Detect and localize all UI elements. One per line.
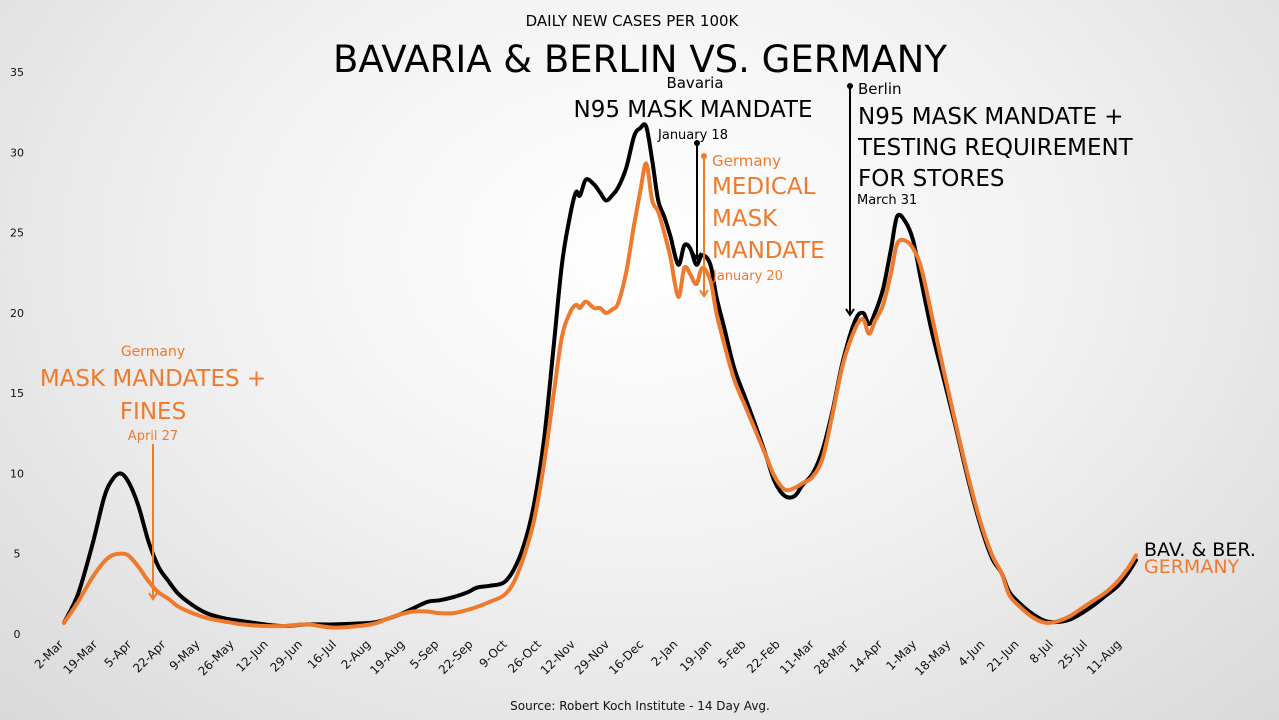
x-tick-label: 19-Aug xyxy=(367,637,407,677)
annotation-date: January 20 xyxy=(712,269,783,284)
annotation-dot xyxy=(694,140,700,146)
annotation-arrowhead xyxy=(699,289,709,298)
annotation-headline: MASK MANDATES + xyxy=(40,366,266,392)
x-tick-label: 16-Jul xyxy=(305,637,339,671)
annotation-region: Germany xyxy=(121,344,185,360)
annotation-1: Bavaria N95 MASK MANDATE January 18 xyxy=(574,74,813,261)
annotation-3: Berlin N95 MASK MANDATE + TESTING REQUIREM… xyxy=(845,80,1134,317)
y-tick-label: 10 xyxy=(10,467,24,480)
annotation-region: Berlin xyxy=(858,80,902,98)
x-tick-label: 21-Jun xyxy=(984,637,1021,674)
chart-subtitle: DAILY NEW CASES PER 100K xyxy=(526,12,740,30)
annotation-dot xyxy=(701,153,707,159)
x-tick-label: 26-Oct xyxy=(505,637,544,676)
x-tick-label: 11-Mar xyxy=(777,637,817,677)
annotation-headline: MANDATE xyxy=(712,238,825,264)
annotation-layer: Germany MASK MANDATES + FINES April 27 Bavar… xyxy=(40,74,1134,601)
y-tick-label: 35 xyxy=(10,66,24,79)
y-tick-label: 25 xyxy=(10,227,24,240)
chart-title: BAVARIA & BERLIN VS. GERMANY xyxy=(333,38,947,81)
annotation-date: January 18 xyxy=(657,128,728,143)
annotation-date: March 31 xyxy=(857,193,917,208)
x-tick-label: 18-May xyxy=(912,637,953,678)
y-tick-label: 15 xyxy=(10,387,24,400)
legend-label-bav-ber: BAV. & BER. xyxy=(1144,539,1256,561)
x-tick-label: 19-Mar xyxy=(60,637,100,677)
y-tick-label: 30 xyxy=(10,146,24,159)
annotation-dot xyxy=(847,83,853,89)
annotation-headline: MASK xyxy=(712,206,778,232)
annotation-region: Bavaria xyxy=(666,74,723,92)
y-tick-label: 0 xyxy=(14,628,21,641)
series-line-germany xyxy=(62,161,1138,630)
x-tick-label: 16-Dec xyxy=(606,637,646,677)
y-tick-label: 5 xyxy=(14,548,21,561)
annotation-arrowhead xyxy=(845,308,855,317)
x-tick-label: 28-Mar xyxy=(811,637,851,677)
annotation-0: Germany MASK MANDATES + FINES April 27 xyxy=(40,344,266,601)
x-tick-label: 26-May xyxy=(195,637,236,678)
annotation-arrowhead xyxy=(692,252,702,261)
annotation-headline: TESTING REQUIREMENT xyxy=(857,135,1134,161)
annotation-region: Germany xyxy=(712,152,781,170)
x-tick-label: 8-Jul xyxy=(1027,637,1056,666)
x-tick-label: 19-Jan xyxy=(677,637,714,674)
legend-label-germany: GERMANY xyxy=(1144,556,1240,578)
y-axis: 0 5 10 15 20 25 30 35 xyxy=(10,66,24,641)
x-tick-label: 14-Apr xyxy=(847,637,885,675)
x-tick-label: 29-Nov xyxy=(572,637,612,677)
annotation-headline: N95 MASK MANDATE xyxy=(574,97,813,123)
annotation-headline: MEDICAL xyxy=(712,174,816,200)
annotation-arrowhead xyxy=(148,592,158,601)
x-tick-label: 12-Nov xyxy=(538,637,578,677)
x-tick-label: 22-Feb xyxy=(744,637,783,676)
x-tick-label: 22-Sep xyxy=(436,637,476,677)
series-layer xyxy=(62,122,1138,630)
annotation-headline: N95 MASK MANDATE + xyxy=(858,104,1124,130)
annotation-date: April 27 xyxy=(128,429,178,444)
x-tick-label: 2-Jan xyxy=(648,637,680,669)
x-tick-label: 12-Jun xyxy=(233,637,270,674)
chart-source: Source: Robert Koch Institute - 14 Day A… xyxy=(510,699,770,713)
x-tick-label: 4-Jun xyxy=(955,637,987,669)
x-tick-label: 29-Jun xyxy=(268,637,305,674)
annotation-headline: FINES xyxy=(120,399,186,425)
annotation-headline: FOR STORES xyxy=(858,166,1005,192)
annotation-2: Germany MEDICAL MASK MANDATE January 20 xyxy=(699,152,825,298)
x-tick-label: 11-Aug xyxy=(1084,637,1124,677)
y-tick-label: 20 xyxy=(10,307,24,320)
x-tick-label: 22-Apr xyxy=(130,637,168,675)
